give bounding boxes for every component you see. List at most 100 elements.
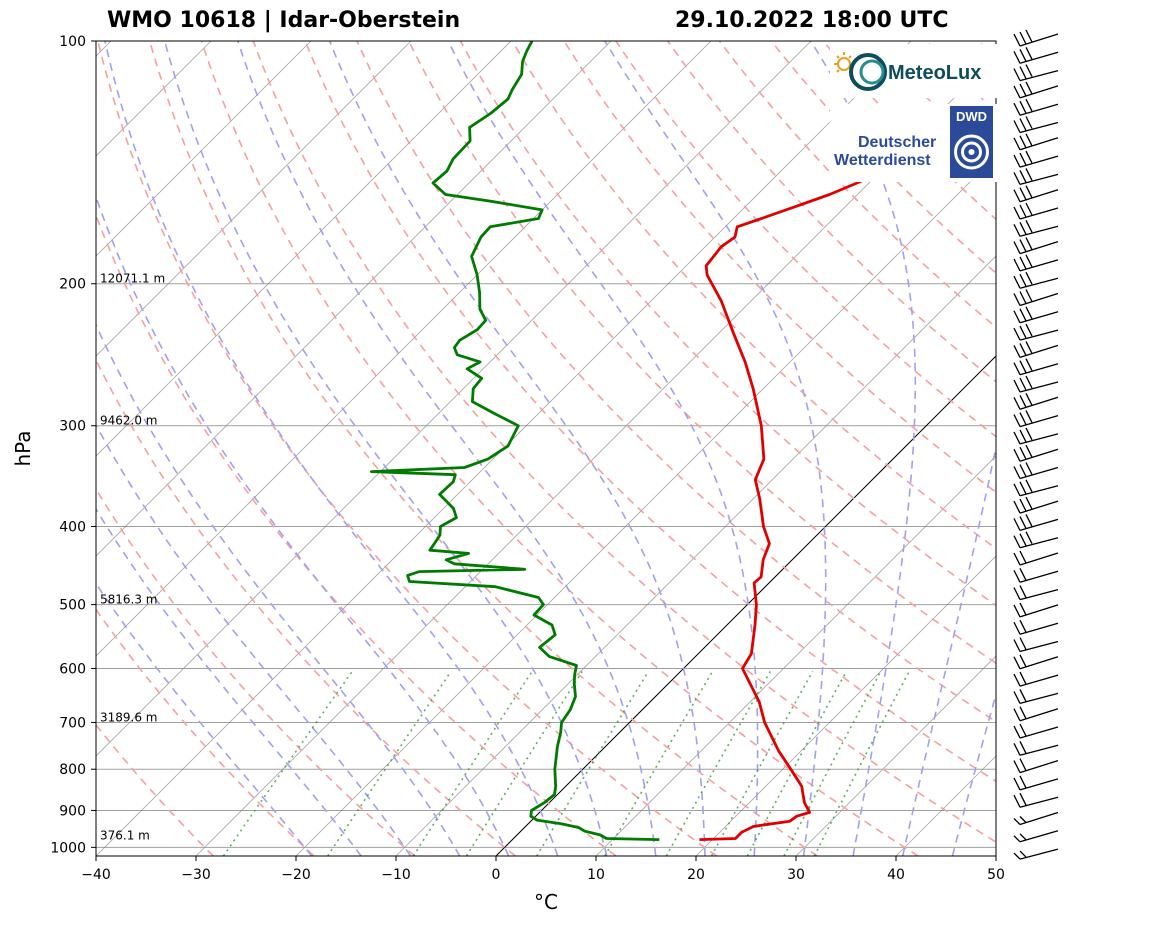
wind-barb-shaft — [1019, 433, 1059, 445]
wind-barb — [1013, 427, 1059, 445]
station-title: WMO 10618 | Idar-Oberstein — [107, 8, 461, 33]
wind-barb-flag — [1013, 518, 1021, 531]
wind-barb-flag — [1019, 187, 1027, 200]
height-label: 5816.3 m — [100, 593, 158, 607]
wind-barb-flag — [1019, 758, 1027, 771]
dry-adiabat-line — [252, 41, 996, 844]
wind-barb — [1013, 358, 1059, 376]
wind-barb-flag — [1019, 741, 1027, 754]
wind-barb-flag — [1013, 760, 1021, 773]
x-tick-label: 10 — [587, 867, 605, 883]
wind-barb-flag — [1019, 550, 1027, 564]
wind-barb-flag — [1019, 325, 1027, 339]
wind-barb-flag — [1025, 341, 1033, 354]
wind-barb-flag — [1013, 587, 1021, 600]
wind-barb-flag — [1013, 743, 1021, 756]
wind-barb — [1013, 116, 1059, 134]
wind-barb-flag — [1019, 66, 1027, 79]
x-tick-label: −20 — [281, 867, 311, 883]
wind-barb-flag — [1013, 85, 1021, 99]
wind-barb-flag — [1019, 602, 1027, 616]
wind-barb-flag — [1013, 33, 1021, 47]
wind-barb-flag — [1019, 395, 1027, 408]
isotherm-line — [96, 41, 512, 457]
dry-adiabat-line — [459, 41, 996, 607]
wind-barb — [1013, 64, 1059, 82]
moist-adiabat-line — [810, 41, 917, 856]
dry-adiabat-line — [977, 41, 996, 61]
wind-barb-flag — [1019, 152, 1027, 166]
wind-barb-flag — [1013, 68, 1021, 81]
mixing-ratio-line — [710, 671, 814, 856]
wind-barb — [1013, 637, 1059, 653]
wind-barb-flag — [1013, 621, 1021, 635]
wind-barb — [1013, 202, 1059, 220]
wind-barb-flag — [1013, 379, 1021, 393]
isotherm-line — [96, 41, 612, 557]
wind-barb-flag — [1025, 358, 1033, 371]
wind-barb-flag — [1019, 49, 1027, 62]
swirl-icon — [849, 53, 887, 91]
wind-barb-flag — [1013, 794, 1021, 808]
wind-barb-shaft — [1019, 344, 1059, 359]
wind-barb-flag — [1025, 444, 1033, 458]
moist-adiabat-line — [96, 582, 313, 856]
wind-barb-flag — [1013, 656, 1021, 670]
sun-icon — [834, 52, 852, 73]
y-tick-label: 700 — [59, 715, 86, 731]
wind-barb-flag — [1025, 133, 1033, 147]
wind-barb-flag — [1019, 204, 1027, 218]
isotherm-line — [96, 41, 712, 657]
wind-barb-shaft — [1019, 708, 1059, 722]
wind-barbs — [1013, 29, 1059, 860]
wind-barb-flag — [1025, 150, 1033, 164]
wind-barb-flag — [1013, 137, 1021, 151]
y-tick-label: 800 — [59, 762, 86, 778]
x-tick-label: 30 — [787, 867, 805, 883]
meteolux-wordmark: MeteoLux — [888, 62, 982, 84]
wind-barb-shaft — [1019, 277, 1059, 289]
wind-barb — [1013, 341, 1059, 359]
wind-barb-flag — [1019, 498, 1027, 512]
y-tick-label: 300 — [59, 419, 86, 435]
axes: −40 −30 −20 −10 0 10 20 30 40 50 100 200 300 400 500 60… — [11, 34, 1005, 914]
wind-barb — [1013, 81, 1059, 99]
wind-barb-flag — [1013, 708, 1021, 721]
wind-barb-shaft — [1019, 744, 1059, 756]
wind-barb-flag — [1025, 323, 1033, 337]
wind-barb-flag — [1019, 343, 1027, 356]
wind-barb-flag — [1013, 431, 1021, 445]
y-tick-label: 900 — [59, 803, 86, 819]
wind-barb-flag — [1019, 585, 1027, 598]
wind-barb-flag — [1025, 64, 1033, 77]
wind-barb-flag — [1025, 168, 1033, 181]
wind-barb — [1013, 271, 1059, 289]
wind-barb-flag — [1019, 833, 1027, 841]
wind-barb-flag — [1013, 604, 1021, 618]
wind-barb-flag — [1013, 639, 1021, 652]
wind-barb-shaft — [1019, 537, 1059, 549]
wind-barb-flag — [1025, 496, 1033, 510]
mixing-ratio-line — [783, 671, 882, 856]
wind-barb-flag — [1013, 570, 1021, 583]
meteolux-logo: MeteoLux — [830, 44, 998, 98]
wind-barb-flag — [1019, 568, 1027, 581]
wind-barb-flag — [1019, 816, 1027, 823]
wind-barb-shaft — [1019, 656, 1059, 670]
wind-barb-shaft — [1019, 121, 1059, 134]
wind-barb — [1013, 723, 1059, 739]
wind-barb-shaft — [1019, 622, 1059, 635]
wind-barb-flag — [1025, 237, 1033, 250]
dry-adiabat-line — [96, 608, 315, 856]
x-tick-label: 20 — [687, 867, 705, 883]
height-label: 12071.1 m — [100, 272, 165, 286]
wind-barb-shaft — [1019, 588, 1059, 601]
moist-adiabat-line — [237, 41, 657, 856]
dwd-name-line2: Wetterdienst — [834, 152, 931, 169]
height-label: 9462.0 m — [100, 414, 158, 428]
wind-barb-flag — [1025, 427, 1033, 441]
wind-barb — [1013, 848, 1059, 860]
wind-barb-shaft — [1019, 396, 1059, 410]
wind-barb-flag — [1019, 792, 1027, 806]
wind-barb-shaft — [1019, 674, 1059, 687]
